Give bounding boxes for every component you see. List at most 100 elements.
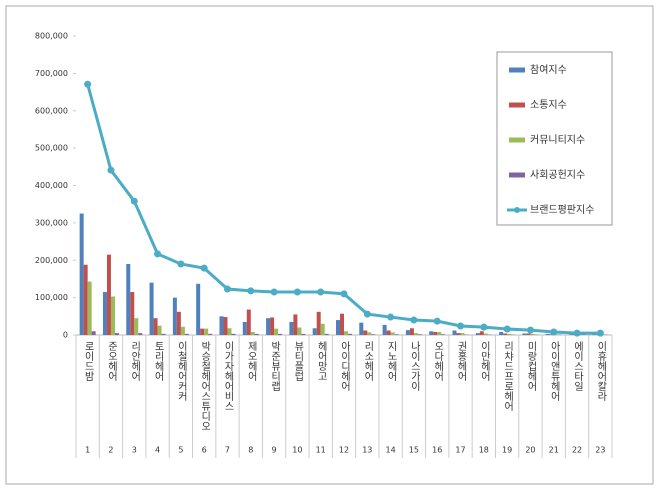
rank-label: 19 [502, 446, 512, 455]
line-marker [387, 314, 394, 321]
bar [340, 314, 344, 335]
rank-label: 6 [202, 446, 207, 455]
rank-label: 17 [455, 446, 465, 455]
bar [348, 334, 352, 335]
y-tick-label: 800,000 [35, 32, 68, 41]
line-marker [410, 317, 417, 324]
x-tick-label: 아이디헤어 [339, 341, 351, 392]
legend-label: 사회공헌지수 [530, 169, 585, 181]
bar [480, 331, 484, 335]
rank-label: 14 [386, 446, 396, 455]
line-marker [341, 290, 348, 297]
bar [297, 328, 301, 335]
x-tick-label: 박준뷰티랩 [269, 341, 281, 391]
bar [546, 334, 550, 335]
x-tick-label: 에이스타일 [572, 341, 584, 391]
bar [247, 310, 251, 335]
bar [185, 334, 189, 335]
line-marker [271, 289, 278, 296]
rank-label: 5 [178, 446, 183, 455]
x-tick-label: 리챠드프로헤어 [502, 341, 514, 412]
x-tick-label: 나이스가이 [408, 341, 420, 392]
x-tick-label: 뷰티플럽 [292, 341, 304, 381]
legend-label: 소통지수 [530, 99, 567, 111]
x-tick-label: 이철헤어커커 [175, 341, 187, 402]
bar [453, 331, 457, 335]
bar [414, 333, 418, 335]
line-marker [504, 326, 511, 333]
bar [503, 334, 507, 335]
x-tick-label: 제오헤어 [245, 341, 257, 382]
x-tick-label: 리안헤어 [129, 341, 141, 382]
bar [278, 334, 282, 335]
bar [80, 214, 84, 335]
bar [103, 292, 107, 335]
line-marker [294, 289, 301, 296]
line-marker [247, 287, 254, 294]
y-tick-label: 200,000 [35, 256, 68, 265]
line-marker [527, 327, 534, 334]
bar [317, 312, 321, 335]
y-tick-label: 700,000 [35, 69, 68, 78]
line-marker [224, 286, 231, 293]
line-marker [457, 323, 464, 330]
x-tick-label: 준오헤어 [105, 341, 117, 382]
line-marker [550, 329, 557, 336]
x-tick-label: 토리헤어 [152, 341, 164, 382]
bar [484, 334, 488, 335]
bar [371, 334, 375, 335]
bar [321, 324, 325, 335]
bar [359, 323, 363, 335]
bar [251, 332, 255, 335]
y-tick-label: 100,000 [35, 293, 68, 302]
legend-swatch-marker [514, 207, 520, 213]
x-tick-label: 지노헤어 [385, 341, 397, 382]
bar [88, 282, 92, 335]
bar [441, 334, 445, 335]
bar [270, 317, 274, 335]
bar [437, 332, 441, 335]
legend-label: 참여지수 [530, 64, 567, 76]
bar [391, 332, 395, 335]
line-marker [154, 250, 161, 257]
x-tick-label: 이만헤어 [478, 341, 490, 382]
line-marker [317, 289, 324, 296]
rank-label: 9 [272, 446, 277, 455]
rank-label: 12 [339, 446, 349, 455]
bar [196, 284, 200, 335]
rank-label: 23 [595, 446, 605, 455]
bar [526, 334, 530, 335]
rank-label: 10 [292, 446, 302, 455]
bar [134, 318, 138, 335]
legend-swatch [509, 103, 525, 108]
legend-label: 브랜드평판지수 [530, 204, 594, 216]
bar [507, 334, 511, 335]
line-marker [107, 167, 114, 174]
bar [173, 298, 177, 335]
bar [219, 316, 223, 335]
bar [429, 331, 433, 335]
legend-swatch [509, 68, 525, 73]
bar [530, 334, 534, 335]
x-tick-label: 헤어망고 [315, 341, 327, 381]
line-marker [177, 260, 184, 267]
bar [177, 312, 181, 335]
line-marker [364, 311, 371, 318]
rank-label: 8 [248, 446, 253, 455]
x-tick-label: 이가자헤어비스 [222, 341, 234, 411]
line-marker [574, 330, 581, 337]
bar [476, 333, 480, 335]
bar [301, 334, 305, 335]
rank-label: 1 [85, 446, 90, 455]
bar [406, 330, 410, 335]
rank-label: 21 [549, 446, 559, 455]
x-tick-label: 로이드밤 [82, 341, 94, 381]
rank-label: 15 [409, 446, 419, 455]
bar [243, 322, 247, 335]
y-tick-label: 500,000 [35, 144, 68, 153]
bar [433, 332, 437, 335]
y-tick-label: 600,000 [35, 106, 68, 115]
bar [130, 292, 134, 335]
bar [231, 334, 235, 335]
